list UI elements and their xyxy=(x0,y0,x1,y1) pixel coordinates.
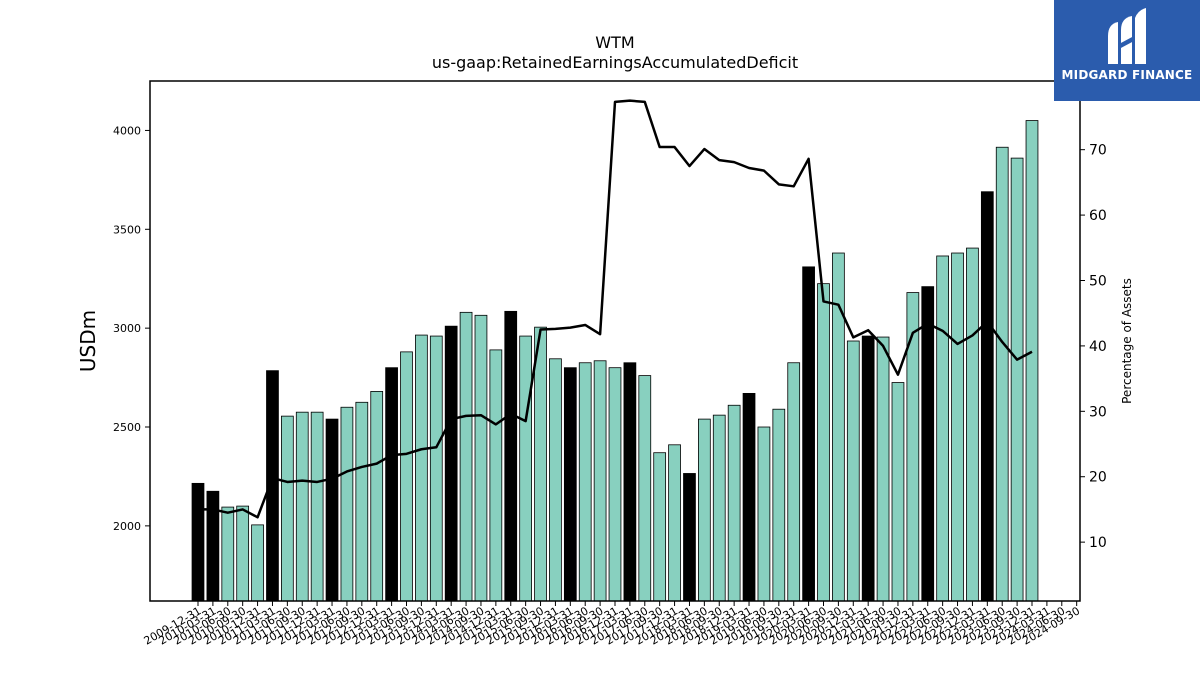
bar xyxy=(876,336,890,602)
chart-subtitle: us-gaap:RetainedEarningsAccumulatedDefic… xyxy=(432,53,798,72)
bar xyxy=(742,392,756,602)
bar xyxy=(370,391,384,602)
bar xyxy=(191,482,205,602)
bar xyxy=(906,292,920,602)
bar xyxy=(698,418,711,602)
bar xyxy=(995,146,1009,602)
bar xyxy=(563,367,577,602)
bar xyxy=(608,367,622,602)
y2-tick-label: 30 xyxy=(1089,404,1107,420)
bar xyxy=(653,452,667,602)
bar xyxy=(802,266,815,602)
bar xyxy=(623,362,637,602)
bar xyxy=(861,335,875,602)
bar xyxy=(757,426,771,602)
y2-tick-label: 70 xyxy=(1089,143,1107,159)
line-group xyxy=(198,99,1033,519)
bar xyxy=(668,444,681,602)
bar xyxy=(236,505,250,602)
bar xyxy=(519,335,533,602)
bar xyxy=(712,414,726,602)
logo: MIDGARD FINANCE xyxy=(1054,0,1200,101)
bar xyxy=(891,382,905,602)
bar xyxy=(683,473,696,602)
bar xyxy=(936,255,950,602)
bar xyxy=(534,326,547,602)
chart-title: WTM xyxy=(595,33,634,52)
bars-group xyxy=(191,120,1039,602)
bar xyxy=(415,334,428,602)
bar xyxy=(951,252,964,602)
y-tick-label: 3500 xyxy=(113,223,141,236)
bar xyxy=(727,404,741,602)
bar xyxy=(980,191,994,602)
y2-tick-label: 60 xyxy=(1089,208,1107,224)
bar xyxy=(400,351,413,602)
bar xyxy=(578,362,592,602)
y-axis-label: USDm xyxy=(76,310,100,372)
y-tick-label: 3000 xyxy=(113,322,141,335)
bar xyxy=(221,506,235,602)
y2-tick-label: 10 xyxy=(1089,535,1107,551)
bar xyxy=(966,247,979,602)
y2-axis-label: Percentage of Assets xyxy=(1120,278,1134,404)
x-axis: 2009-12-312010-03-312010-06-302010-09-30… xyxy=(142,601,1082,648)
logo-text: MIDGARD FINANCE xyxy=(1061,68,1193,82)
bar xyxy=(251,524,264,602)
bar xyxy=(385,367,398,602)
y-axis-left: 2000 2500 3000 3500 4000 xyxy=(113,124,150,533)
bar xyxy=(459,311,473,602)
y-tick-label: 4000 xyxy=(113,124,141,137)
bar xyxy=(489,349,503,602)
logo-mark-icon xyxy=(1108,8,1146,64)
bar xyxy=(504,310,518,602)
bar xyxy=(772,408,786,602)
bar xyxy=(355,401,369,602)
bar xyxy=(817,283,830,602)
y2-tick-label: 20 xyxy=(1089,470,1107,486)
series-line-percentage-of-assets xyxy=(198,99,1033,519)
y-tick-label: 2000 xyxy=(113,520,141,533)
bar xyxy=(325,418,339,602)
y-tick-label: 2500 xyxy=(113,421,141,434)
bar xyxy=(280,415,294,602)
bar xyxy=(921,286,935,602)
bar xyxy=(787,362,801,602)
bar xyxy=(638,375,652,602)
bar xyxy=(846,340,860,602)
bar xyxy=(310,411,324,602)
bar xyxy=(474,314,488,602)
bar xyxy=(340,406,354,602)
bar xyxy=(206,490,220,602)
bar xyxy=(1025,120,1039,602)
y2-tick-label: 50 xyxy=(1089,273,1107,289)
bar xyxy=(549,358,562,602)
bar xyxy=(429,335,443,602)
y2-tick-label: 40 xyxy=(1089,339,1107,355)
y-axis-right: 10 20 30 40 50 60 70 xyxy=(1080,143,1107,551)
bar xyxy=(444,325,458,602)
bar xyxy=(593,360,607,602)
bar xyxy=(295,411,309,602)
bar xyxy=(1010,157,1024,602)
